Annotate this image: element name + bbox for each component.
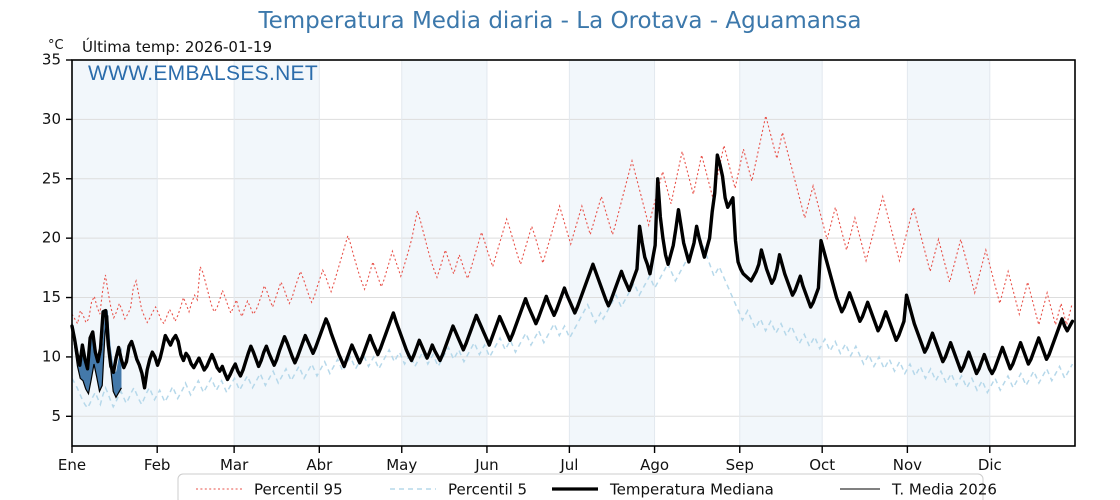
month-band [739, 60, 823, 446]
chart-legend: Percentil 95 Percentil 5 Temperatura Media… [177, 473, 997, 500]
x-tick-label: May [386, 456, 417, 474]
y-tick-label: 30 [42, 110, 61, 128]
series-percentil-5 [71, 226, 1074, 410]
site-watermark: WWW.EMBALSES.NET [88, 62, 318, 85]
legend-label: Percentil 95 [254, 481, 343, 499]
plot-frame [71, 59, 1076, 447]
x-tick-label: Feb [144, 456, 171, 474]
plot-bands [72, 60, 990, 446]
line-t-media-2026 [71, 315, 122, 399]
y-tick-label: 25 [42, 169, 61, 187]
x-tick-label: Ago [640, 456, 669, 474]
y-tick-label: 20 [42, 229, 61, 247]
x-tick-label: Jul [559, 456, 578, 474]
chart-title: Temperatura Media diaria - La Orotava - … [258, 8, 862, 34]
legend-label: Temperatura Mediana [609, 481, 774, 499]
month-band [569, 60, 655, 446]
y-tick-label: 10 [42, 347, 61, 365]
plot-border [71, 59, 1076, 447]
month-band [907, 60, 990, 446]
x-tick-label: Nov [893, 456, 922, 474]
y-axis-unit-label: °C [48, 38, 64, 53]
legend-label: T. Media 2026 [891, 481, 997, 499]
y-tick-label: 35 [42, 51, 61, 69]
x-tick-label: Oct [809, 456, 835, 474]
series-t-media-2026 [71, 315, 122, 399]
y-axis-ticks: 5 10 15 20 25 30 35 [42, 51, 72, 425]
line-percentil-5 [71, 226, 1074, 410]
x-tick-label: Sep [726, 456, 754, 474]
month-band [234, 60, 320, 446]
line-temperatura-mediana [70, 153, 1075, 390]
x-tick-label: Jun [474, 456, 498, 474]
x-tick-label: Dic [978, 456, 1002, 474]
x-tick-label: Mar [220, 456, 249, 474]
series-temperatura-mediana [70, 153, 1075, 390]
series-percentil-95 [71, 115, 1073, 328]
x-axis-ticks: Ene Feb Mar Abr May Jun Jul Ago Sep Oct Nov Dic [58, 446, 1002, 474]
legend-box [177, 473, 984, 500]
legend-label: Percentil 5 [448, 481, 527, 499]
x-tick-label: Ene [58, 456, 86, 474]
last-temperature-subtitle: Última temp: 2026-01-19 [82, 38, 273, 56]
x-tick-label: Abr [306, 456, 333, 474]
y-tick-label: 5 [51, 407, 61, 425]
line-percentil-95 [71, 115, 1073, 328]
y-tick-label: 15 [42, 288, 61, 306]
